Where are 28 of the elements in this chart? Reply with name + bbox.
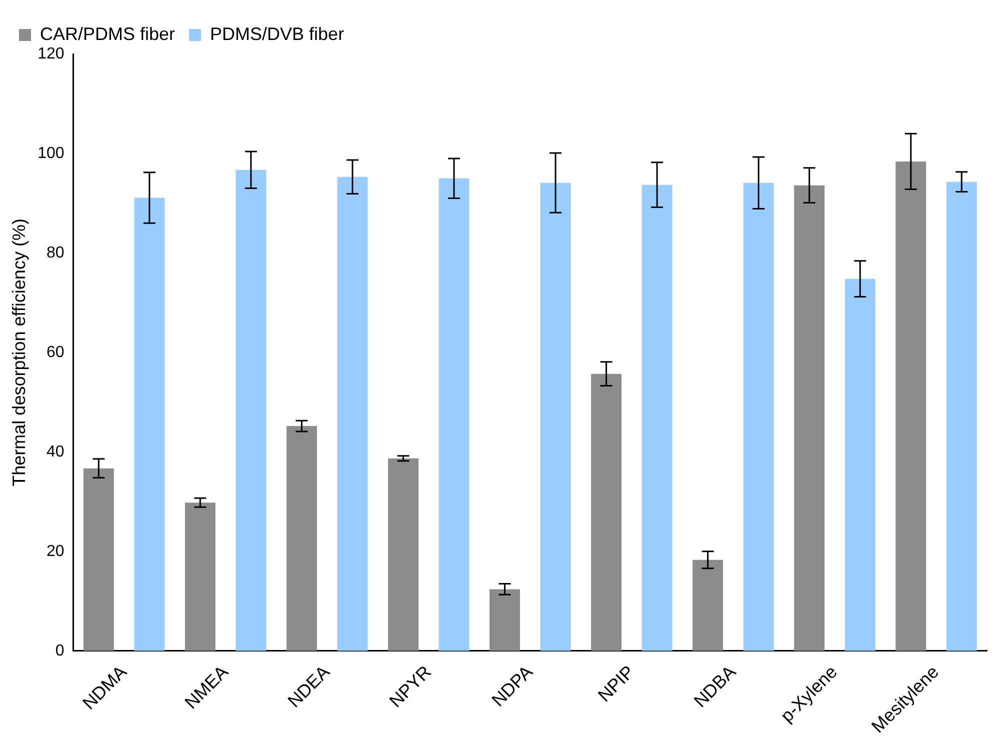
bar: [83, 468, 114, 651]
bar: [388, 458, 418, 651]
bar: [134, 198, 165, 651]
bar: [743, 182, 774, 651]
legend-label: CAR/PDMS fiber: [40, 24, 176, 44]
bar: [896, 161, 926, 651]
bar: [184, 502, 216, 651]
bar: [591, 374, 622, 651]
y-tick-label: 0: [55, 642, 64, 660]
y-tick-label: 80: [46, 244, 64, 262]
y-tick-label: 40: [46, 443, 64, 460]
bar: [286, 426, 317, 651]
bar: [337, 176, 368, 651]
y-tick-label: 120: [38, 45, 64, 62]
bar: [438, 178, 470, 651]
bar: [844, 278, 876, 651]
legend-label: PDMS/DVB fiber: [210, 24, 344, 44]
bar: [692, 560, 724, 651]
bar: [794, 185, 825, 651]
bar: [642, 184, 672, 651]
bar: [490, 589, 520, 651]
y-tick-label: 20: [46, 542, 64, 560]
y-tick-label: 60: [46, 344, 64, 361]
y-tick-label: 100: [38, 144, 64, 162]
bar: [946, 182, 977, 651]
bar: [540, 182, 571, 651]
bar: [236, 170, 266, 651]
y-axis-title: Thermal desorption efficiency (%): [8, 218, 29, 486]
